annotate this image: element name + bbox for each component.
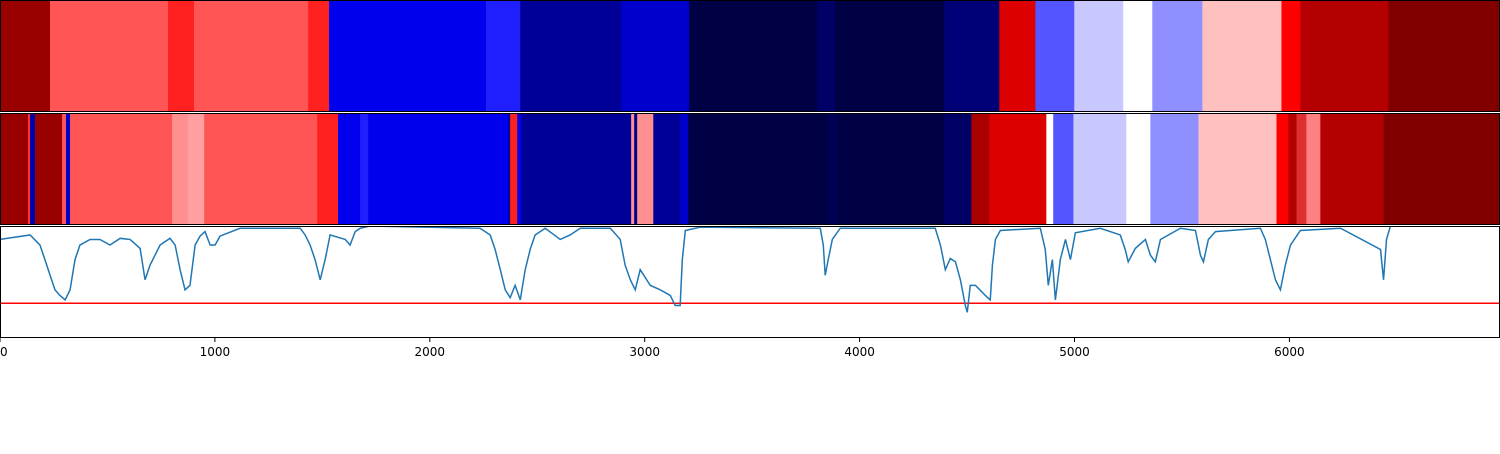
- strip-segment: [317, 113, 339, 225]
- strip-segment: [329, 0, 487, 112]
- strip-segment: [30, 113, 36, 225]
- strip-segment: [680, 113, 689, 225]
- strip-segment: [944, 0, 1000, 112]
- strip-segment: [653, 113, 681, 225]
- strip-segment: [827, 113, 839, 225]
- strip-segment: [1035, 0, 1075, 112]
- strip-segment: [989, 113, 1047, 225]
- strip-segment: [1296, 113, 1307, 225]
- x-tick-label: 0: [0, 345, 8, 359]
- strip-segment: [0, 0, 51, 112]
- strip-segment: [204, 113, 318, 225]
- strip-segment: [360, 113, 369, 225]
- strip-segment: [637, 113, 641, 225]
- strip-segment: [835, 0, 945, 112]
- strip-segment: [971, 113, 990, 225]
- x-tick-label: 1000: [200, 345, 231, 359]
- strip-segment: [194, 0, 309, 112]
- strip-segment: [368, 113, 509, 225]
- strip-segment: [50, 0, 169, 112]
- strip-segment: [1123, 0, 1153, 112]
- strip-segment: [631, 113, 635, 225]
- strip-segment: [1383, 113, 1500, 225]
- x-tick-label: 2000: [415, 345, 446, 359]
- strip-segment: [1300, 0, 1389, 112]
- strip-segment: [817, 0, 836, 112]
- strip-segment: [517, 113, 522, 225]
- strip-segment: [1126, 113, 1151, 225]
- strip-segment: [520, 0, 622, 112]
- strip-segment: [640, 113, 654, 225]
- strip-segment: [65, 113, 71, 225]
- strip-segment: [172, 113, 189, 225]
- strip-segment: [1073, 113, 1127, 225]
- strip-segment: [510, 113, 518, 225]
- strip-segment: [944, 113, 972, 225]
- strip-segment: [70, 113, 173, 225]
- line-series: [0, 226, 1392, 313]
- strip-segment: [1152, 0, 1203, 112]
- strip-segment: [27, 113, 31, 225]
- x-tick-label: 6000: [1274, 345, 1305, 359]
- strip-segment: [1288, 113, 1297, 225]
- strip-segment: [62, 113, 67, 225]
- strip-segment: [338, 113, 361, 225]
- strip-segment: [1306, 113, 1321, 225]
- strip-segment: [1046, 113, 1054, 225]
- x-tick-label: 3000: [629, 345, 660, 359]
- strip-segment: [999, 0, 1036, 112]
- strip-segment: [1276, 113, 1289, 225]
- x-tick-label: 5000: [1059, 345, 1090, 359]
- strip-segment: [688, 113, 828, 225]
- strip-segment: [1320, 113, 1384, 225]
- strip-segment: [486, 0, 521, 112]
- x-tick-label: 4000: [844, 345, 875, 359]
- strip-segment: [621, 0, 690, 112]
- strip-segment: [0, 113, 29, 225]
- strip-segment: [634, 113, 638, 225]
- strip-segment: [1074, 0, 1124, 112]
- strip-segment: [508, 113, 511, 225]
- strip-segment: [35, 113, 63, 225]
- strip-segment: [1150, 113, 1199, 225]
- strip-segment: [521, 113, 632, 225]
- strip-segment: [188, 113, 205, 225]
- plot-frame: [0, 226, 1500, 338]
- strip-segment: [1053, 113, 1074, 225]
- strip-segment: [689, 0, 818, 112]
- strip-segment: [308, 0, 330, 112]
- strip-segment: [1198, 113, 1277, 225]
- strip-segment: [1202, 0, 1282, 112]
- strip-segment: [838, 113, 945, 225]
- strip-segment: [168, 0, 195, 112]
- strip-segment: [1281, 0, 1301, 112]
- strip-segment: [1388, 0, 1500, 112]
